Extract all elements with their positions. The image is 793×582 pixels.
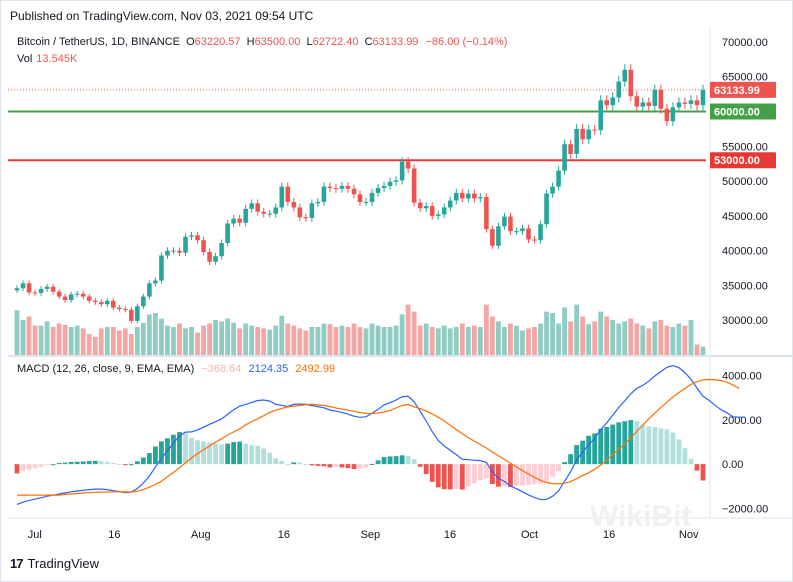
volume-value: 13.545K (36, 53, 78, 65)
macd-signal-value: 2492.99 (295, 363, 336, 375)
symbol-legend: Bitcoin / TetherUS, 1D, BINANCE O63220.5… (17, 36, 507, 48)
watermark: WikiBit (590, 500, 692, 533)
close-value: 63133.99 (372, 36, 419, 48)
change-value: −86.00 (−0.14%) (425, 36, 508, 48)
symbol-name[interactable]: Bitcoin / TetherUS, 1D, BINANCE (17, 36, 181, 48)
macd-histogram-value: −368.64 (201, 363, 242, 375)
low-value: 62722.40 (312, 36, 359, 48)
tradingview-logo: 17 TradingView (10, 556, 99, 571)
volume-label[interactable]: Vol (17, 53, 33, 65)
open-label: O (186, 36, 195, 48)
low-label: L (306, 36, 313, 48)
close-label: C (364, 36, 373, 48)
volume-legend: Vol 13.545K (17, 53, 77, 65)
open-value: 63220.57 (194, 36, 241, 48)
macd-line-value: 2124.35 (248, 363, 289, 375)
high-value: 63500.00 (254, 36, 301, 48)
tradingview-logo-icon: 17 (10, 556, 24, 571)
tradingview-brand: TradingView (27, 556, 100, 571)
high-label: H (246, 36, 255, 48)
published-header: Published on TradingView.com, Nov 03, 20… (10, 9, 314, 23)
macd-legend: MACD (12, 26, close, 9, EMA, EMA) −368.6… (17, 363, 339, 375)
macd-label[interactable]: MACD (12, 26, close, 9, EMA, EMA) (17, 363, 195, 375)
